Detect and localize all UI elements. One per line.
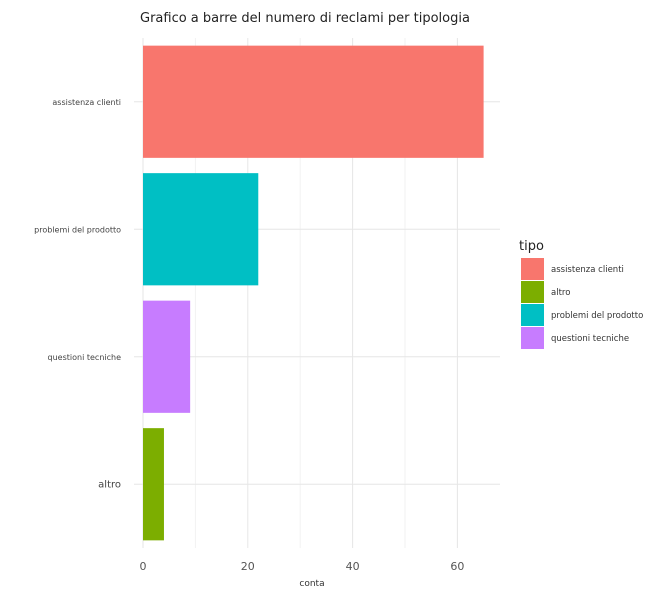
- legend: tipo assistenza clienti altro problemi del…: [519, 239, 643, 349]
- x-tick-label: 40: [346, 560, 360, 573]
- legend-swatch: [521, 281, 544, 303]
- chart-title: Grafico a barre del numero di reclami pe…: [140, 11, 470, 26]
- y-tick-label: altro: [98, 479, 121, 490]
- x-tick-label: 20: [241, 560, 255, 573]
- y-tick-label: questioni tecniche: [48, 353, 122, 362]
- y-tick-label: assistenza clienti: [52, 98, 121, 107]
- legend-swatch: [521, 258, 544, 280]
- bars: [143, 45, 484, 541]
- x-tick-labels: 0 20 40 60: [140, 560, 465, 573]
- y-tick-label: problemi del prodotto: [34, 225, 121, 234]
- x-tick-label: 0: [140, 560, 147, 573]
- legend-swatch: [521, 304, 544, 326]
- bar-assistenza-clienti: [143, 45, 484, 158]
- legend-label: altro: [551, 288, 570, 298]
- bar-questioni-tecniche: [143, 300, 191, 413]
- y-tick-labels: assistenza clienti problemi del prodotto q…: [34, 98, 121, 491]
- legend-swatch: [521, 327, 544, 349]
- legend-label: problemi del prodotto: [551, 311, 643, 321]
- x-tick-label: 60: [450, 560, 464, 573]
- bar-problemi-del-prodotto: [143, 173, 259, 286]
- legend-label: assistenza clienti: [551, 265, 624, 275]
- legend-title: tipo: [519, 239, 544, 254]
- x-axis-title: conta: [299, 579, 324, 589]
- bar-altro: [143, 428, 164, 541]
- legend-label: questioni tecniche: [551, 334, 629, 344]
